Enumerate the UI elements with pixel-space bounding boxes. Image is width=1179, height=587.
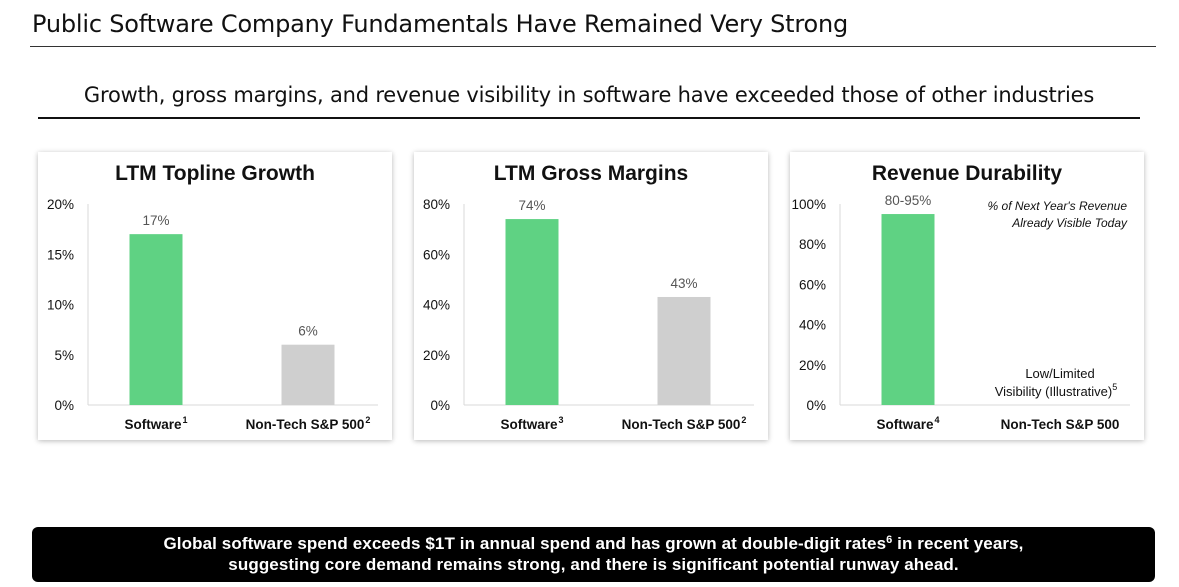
data-label: 17% (142, 213, 169, 228)
chart-annotation: Already Visible Today (1011, 216, 1128, 230)
chart-title: Revenue Durability (872, 162, 1063, 185)
chart-gross-margins: LTM Gross Margins 0% 20% 40% 60% 80% 74% Softwa… (423, 162, 754, 432)
bar-software (129, 234, 183, 405)
subtitle-divider (38, 117, 1140, 119)
banner-line-1: Global software spend exceeds $1T in ann… (32, 533, 1155, 554)
data-label: 43% (670, 276, 697, 291)
category-label-text: Software (500, 417, 558, 432)
y-tick-label: 40% (799, 318, 826, 333)
y-tick-label: 100% (791, 197, 826, 212)
summary-banner: Global software spend exceeds $1T in ann… (32, 527, 1155, 582)
category-footnote: 1 (183, 415, 188, 425)
banner-footnote: 6 (886, 534, 893, 546)
y-tick-label: 10% (47, 298, 74, 313)
chart-panel-revenue-durability: Revenue Durability 0% 20% 40% 60% 80% 100% 80-9… (790, 152, 1144, 440)
visibility-callout: Visibility (Illustrative)5 (995, 382, 1118, 399)
category-label-text: Software (876, 417, 934, 432)
y-tick-label: 5% (54, 348, 74, 363)
y-tick-label: 0% (430, 398, 450, 413)
y-tick-label: 60% (799, 277, 826, 292)
category-footnote: 2 (741, 415, 746, 425)
visibility-callout-text: Visibility (Illustrative) (995, 384, 1113, 399)
visibility-callout: Low/Limited (1025, 366, 1094, 381)
chart-annotation: % of Next Year's Revenue (988, 199, 1128, 213)
category-label: Software3 (500, 415, 563, 432)
banner-line-2: suggesting core demand remains strong, a… (228, 555, 959, 574)
banner-line-1-end: in recent years, (892, 534, 1024, 553)
y-tick-label: 0% (54, 398, 74, 413)
title-divider (30, 46, 1156, 47)
y-tick-label: 80% (423, 197, 450, 212)
bar-non-tech-s-p-500 (281, 344, 335, 405)
page-title: Public Software Company Fundamentals Hav… (32, 10, 849, 38)
callout-footnote: 5 (1112, 382, 1117, 392)
category-label-text: Non-Tech S&P 500 (246, 417, 365, 432)
category-footnote: 2 (365, 415, 370, 425)
category-label: Software1 (124, 415, 187, 432)
y-tick-label: 40% (423, 298, 450, 313)
category-label-text: Software (124, 417, 182, 432)
category-label-text: Non-Tech S&P 500 (1001, 417, 1120, 432)
y-tick-label: 20% (423, 348, 450, 363)
category-footnote: 4 (935, 415, 940, 425)
page-subtitle: Growth, gross margins, and revenue visib… (83, 83, 1095, 107)
bar-software (505, 219, 559, 405)
y-tick-label: 80% (799, 237, 826, 252)
chart-revenue-durability: Revenue Durability 0% 20% 40% 60% 80% 100% 80-9… (791, 162, 1130, 432)
category-footnote: 3 (559, 415, 564, 425)
category-label-text: Non-Tech S&P 500 (622, 417, 741, 432)
chart-title: LTM Gross Margins (494, 162, 688, 185)
chart-title: LTM Topline Growth (115, 162, 315, 185)
bar-non-tech-s-p-500 (657, 296, 711, 405)
category-label: Non-Tech S&P 500 (1001, 417, 1120, 432)
banner-line-1-text: Global software spend exceeds $1T in ann… (163, 534, 887, 553)
data-label: 80-95% (885, 193, 932, 208)
data-label: 74% (518, 198, 545, 213)
category-label: Non-Tech S&P 5002 (622, 415, 747, 432)
chart-panel-topline-growth: LTM Topline Growth 0% 5% 10% 15% 20% 17% Softwa… (38, 152, 392, 440)
y-tick-label: 0% (806, 398, 826, 413)
data-label: 6% (298, 324, 318, 339)
y-tick-label: 15% (47, 247, 74, 262)
y-tick-label: 20% (799, 358, 826, 373)
bar-software (881, 214, 935, 405)
category-label: Non-Tech S&P 5002 (246, 415, 371, 432)
y-tick-label: 20% (47, 197, 74, 212)
y-tick-label: 60% (423, 247, 450, 262)
category-label: Software4 (876, 415, 939, 432)
chart-topline-growth: LTM Topline Growth 0% 5% 10% 15% 20% 17% Softwa… (47, 162, 378, 432)
chart-panel-gross-margins: LTM Gross Margins 0% 20% 40% 60% 80% 74% Softwa… (414, 152, 768, 440)
